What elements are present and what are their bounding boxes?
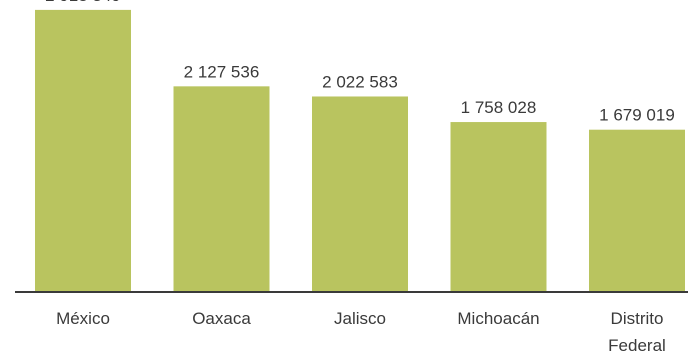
bar-4 [589,129,685,292]
value-label-0: 2 918 349 [45,0,121,5]
value-label-3: 1 758 028 [461,98,537,117]
category-label-4-line-1: Federal [608,336,666,355]
bar-3 [450,122,547,292]
category-label-1: Oaxaca [192,309,251,328]
bar-1 [173,86,270,292]
category-label-0: México [56,309,110,328]
bars-group [35,9,685,292]
value-labels-group: 2 918 349 2 127 536 2 022 583 1 758 028 1 67… [45,0,675,125]
category-labels-group: México Oaxaca Jalisco Michoacán Distrito Fede… [56,309,666,355]
category-label-2: Jalisco [334,309,386,328]
category-label-4-line-0: Distrito [611,309,664,328]
value-label-4: 1 679 019 [599,106,675,125]
bar-2 [312,96,408,292]
value-label-2: 2 022 583 [322,72,398,91]
category-label-3: Michoacán [457,309,539,328]
value-label-1: 2 127 536 [184,62,260,81]
bar-0 [35,9,131,292]
